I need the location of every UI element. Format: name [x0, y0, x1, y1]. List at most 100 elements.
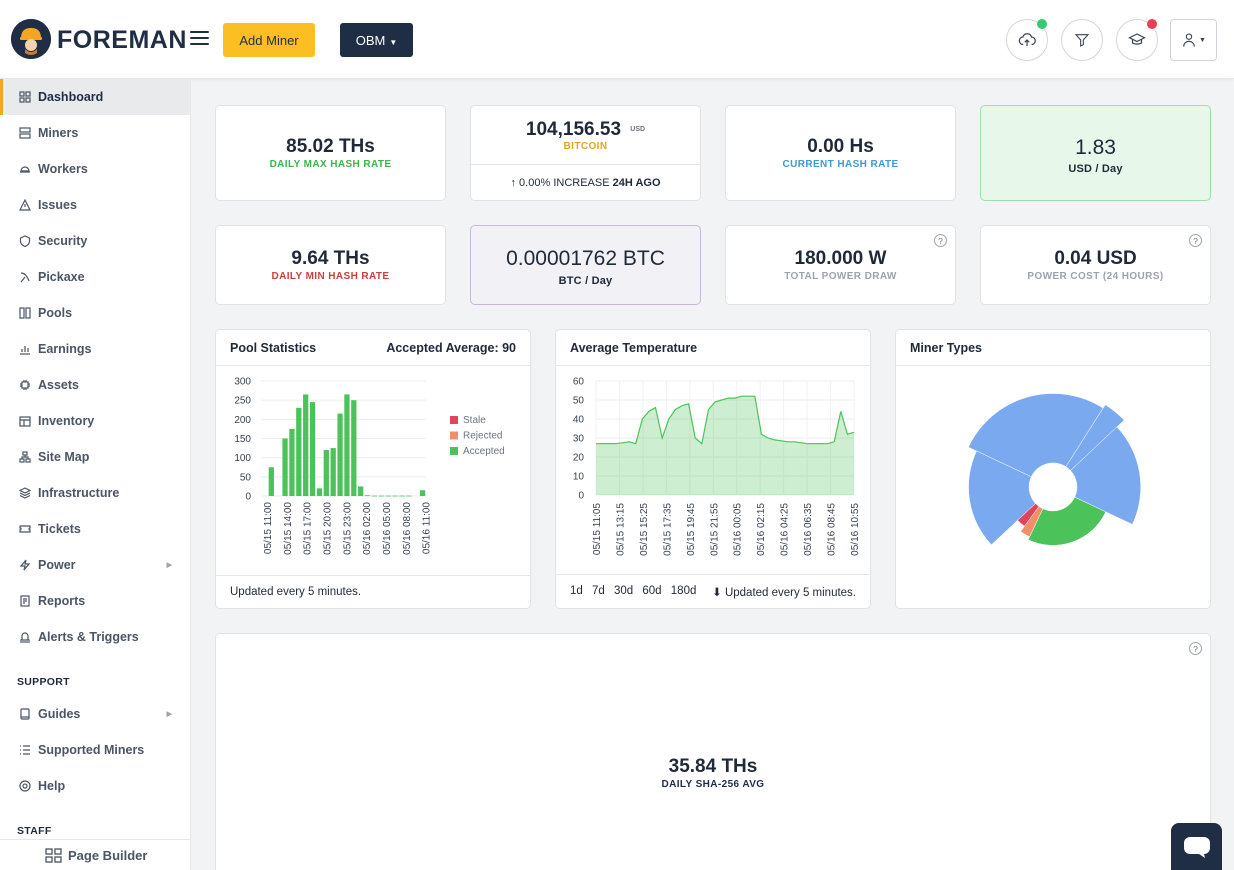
bar [351, 400, 357, 496]
sidebar-item-alerts-triggers[interactable]: Alerts & Triggers [0, 619, 190, 655]
btc-per-day-label: BTC / Day [558, 275, 613, 287]
add-miner-button[interactable]: Add Miner [223, 23, 315, 57]
power-cost-value: 0.04 USD [1054, 248, 1137, 269]
server-icon [18, 127, 31, 140]
bitcoin-price-card: 104,156.53 USD BITCOIN ↑ 0.00% INCREASE … [470, 105, 701, 201]
dashboard-icon [18, 91, 31, 104]
sidebar-item-security[interactable]: Security [0, 223, 190, 259]
download-icon[interactable]: ⬇ [712, 587, 722, 599]
range-180d[interactable]: 180d [670, 585, 697, 597]
academy-button[interactable] [1116, 19, 1158, 61]
temperature-area [596, 396, 854, 495]
x-tick-label: 05/16 08:45 [827, 503, 838, 556]
y-tick-label: 150 [234, 434, 251, 445]
daily-max-hash-value: 85.02 THs [286, 136, 375, 157]
current-hash-card: 0.00 Hs CURRENT HASH RATE [725, 105, 956, 201]
bar [364, 495, 371, 497]
y-tick-label: 250 [234, 396, 251, 407]
sidebar-item-pickaxe[interactable]: Pickaxe [0, 259, 190, 295]
bar [358, 486, 364, 496]
caret-down-icon: ▼ [1199, 36, 1206, 44]
bar [289, 428, 295, 496]
sidebar-item-supported-miners[interactable]: Supported Miners [0, 732, 190, 768]
y-tick-label: 0 [245, 492, 251, 503]
sidebar-item-help[interactable]: Help [0, 768, 190, 804]
sidebar-item-infrastructure[interactable]: Infrastructure [0, 475, 190, 511]
sha256-average-label: DAILY SHA-256 AVG [661, 779, 765, 790]
x-tick-label: 05/16 10:55 [850, 503, 861, 556]
org-dropdown-button[interactable]: OBM ▼ [340, 23, 413, 57]
current-hash-value: 0.00 Hs [807, 136, 874, 157]
filter-icon [1074, 34, 1090, 47]
sidebar-item-inventory[interactable]: Inventory [0, 403, 190, 439]
miner-types-panel: Miner Types [895, 329, 1211, 609]
x-tick-label: 05/15 23:00 [342, 502, 353, 555]
user-menu-button[interactable]: ▼ [1170, 19, 1217, 61]
cloud-upload-button[interactable] [1006, 19, 1048, 61]
online-status-dot [1037, 19, 1047, 29]
range-60d[interactable]: 60d [642, 585, 662, 597]
legend-label: Rejected [463, 431, 502, 442]
sidebar-item-label: Pickaxe [38, 270, 85, 284]
support-section-title: SUPPORT [17, 676, 70, 688]
bitcoin-change-pct: 0.00% [519, 177, 551, 189]
y-tick-label: 10 [573, 472, 585, 483]
divider [216, 365, 530, 366]
chat-widget-button[interactable] [1171, 823, 1222, 870]
range-7d[interactable]: 7d [592, 585, 605, 597]
bar [330, 448, 336, 496]
alert-status-dot [1147, 19, 1157, 29]
miner-types-chart [968, 393, 1141, 546]
usd-per-day-value: 1.83 [1075, 136, 1116, 159]
help-icon[interactable]: ? [1189, 642, 1202, 655]
sidebar-item-label: Security [38, 234, 88, 248]
help-icon[interactable]: ? [1189, 234, 1202, 247]
sidebar-item-dashboard[interactable]: Dashboard [0, 79, 190, 115]
range-30d[interactable]: 30d [614, 585, 634, 597]
sha256-average-card: ? 35.84 THs DAILY SHA-256 AVG [215, 633, 1211, 870]
bar [316, 488, 323, 496]
brand-name[interactable]: FOREMAN [57, 26, 187, 54]
legend-label: Stale [463, 415, 486, 426]
sidebar-item-label: Tickets [38, 522, 81, 536]
sidebar-item-label: Dashboard [38, 90, 104, 104]
bolt-icon [18, 559, 31, 572]
bar [406, 495, 412, 497]
sidebar-item-page-builder[interactable]: Page Builder [0, 839, 190, 870]
sidebar-item-reports[interactable]: Reports [0, 583, 190, 619]
bar [309, 402, 316, 496]
legend-swatch [450, 416, 458, 424]
sidebar-item-earnings[interactable]: Earnings [0, 331, 190, 367]
help-icon[interactable]: ? [934, 234, 947, 247]
y-tick-label: 20 [573, 453, 585, 464]
sidebar-item-workers[interactable]: Workers [0, 151, 190, 187]
y-tick-label: 50 [573, 396, 585, 407]
divider [216, 575, 530, 576]
foreman-logo-icon[interactable] [11, 19, 51, 59]
x-tick-label: 05/15 17:00 [303, 502, 314, 555]
sidebar-item-site-map[interactable]: Site Map [0, 439, 190, 475]
menu-toggle-icon[interactable] [190, 31, 209, 45]
filter-button[interactable] [1061, 19, 1103, 61]
warning-icon [18, 199, 31, 212]
pie-slice [1065, 404, 1125, 471]
page-builder-icon [45, 847, 62, 863]
sidebar-item-pools[interactable]: Pools [0, 295, 190, 331]
sidebar-item-issues[interactable]: Issues [0, 187, 190, 223]
range-1d[interactable]: 1d [570, 585, 583, 597]
sidebar-item-power[interactable]: Power ▶ [0, 547, 190, 583]
power-draw-card: ? 180.000 W TOTAL POWER DRAW [725, 225, 956, 305]
book-icon [18, 708, 31, 721]
sidebar-item-assets[interactable]: Assets [0, 367, 190, 403]
pool-statistics-footer: Updated every 5 minutes. [230, 586, 362, 598]
sidebar-item-guides[interactable]: Guides ▶ [0, 696, 190, 732]
divider [556, 574, 870, 575]
bar [392, 495, 398, 497]
sidebar-item-tickets[interactable]: Tickets [0, 511, 190, 547]
sha256-average-value: 35.84 THs [668, 756, 758, 777]
download-row[interactable]: ⬇ Updated every 5 minutes. [712, 585, 856, 599]
cloud-upload-icon [1018, 33, 1036, 46]
sidebar-item-label: Power [38, 558, 76, 572]
sidebar-item-miners[interactable]: Miners [0, 115, 190, 151]
x-tick-label: 05/15 13:15 [615, 503, 626, 556]
